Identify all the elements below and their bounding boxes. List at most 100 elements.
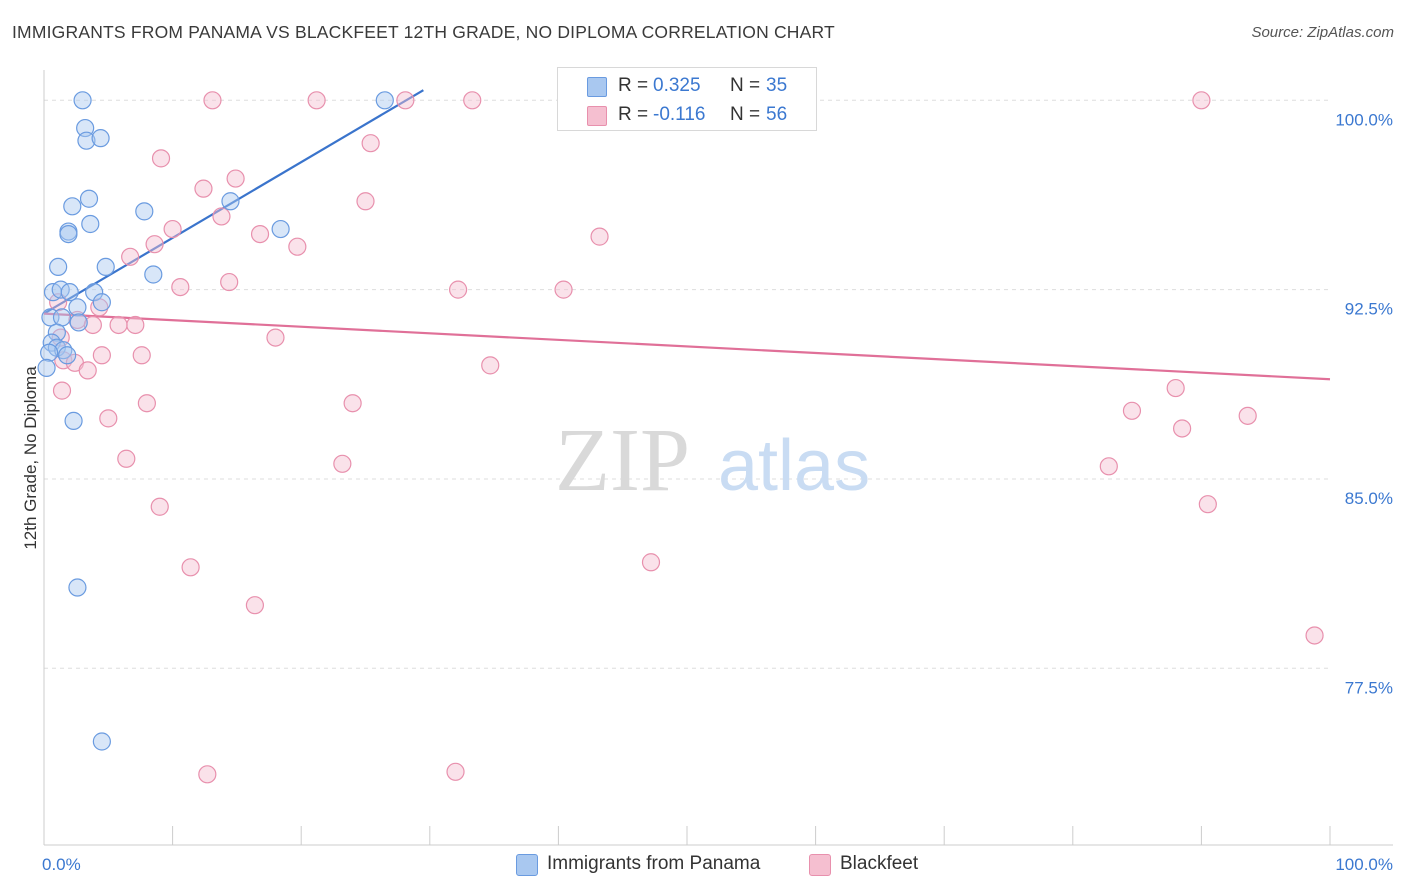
point-blackfeet bbox=[641, 553, 661, 572]
legend-r-value: 0.325 bbox=[653, 75, 701, 96]
legend-n-label: N = bbox=[730, 75, 761, 96]
legend-row-blackfeet: R = -0.116 N = 56 bbox=[558, 100, 816, 130]
legend-r-label: R = bbox=[618, 75, 649, 96]
legend-swatch-blackfeet bbox=[587, 106, 607, 126]
y-tick-label: 100.0% bbox=[1335, 110, 1393, 129]
point-blackfeet bbox=[307, 91, 326, 110]
point-panama bbox=[92, 732, 111, 751]
point-blackfeet bbox=[194, 179, 213, 198]
point-panama bbox=[271, 219, 290, 239]
legend-n-value: 56 bbox=[766, 104, 788, 125]
point-blackfeet bbox=[1099, 457, 1118, 476]
point-blackfeet bbox=[163, 219, 182, 239]
point-blackfeet bbox=[333, 454, 352, 473]
point-blackfeet bbox=[1173, 419, 1192, 438]
point-blackfeet bbox=[212, 207, 231, 226]
point-blackfeet bbox=[343, 394, 362, 413]
point-panama bbox=[69, 313, 88, 332]
trend-lines bbox=[43, 89, 1331, 381]
point-panama bbox=[47, 323, 66, 342]
point-blackfeet bbox=[250, 224, 270, 244]
point-blackfeet bbox=[245, 596, 265, 615]
y-tick-label: 85.0% bbox=[1345, 489, 1393, 508]
point-blackfeet bbox=[266, 328, 285, 347]
point-blackfeet bbox=[117, 449, 136, 468]
point-blackfeet bbox=[356, 192, 375, 211]
point-blackfeet bbox=[1198, 495, 1217, 514]
point-panama bbox=[58, 346, 77, 365]
point-blackfeet bbox=[1305, 626, 1324, 645]
point-blackfeet bbox=[121, 247, 140, 266]
legend-n-value: 35 bbox=[766, 75, 788, 96]
point-blackfeet bbox=[361, 134, 380, 153]
point-blackfeet bbox=[145, 235, 164, 254]
x-tick-label: 100.0% bbox=[1335, 855, 1393, 874]
point-blackfeet bbox=[109, 315, 128, 335]
point-panama bbox=[85, 283, 104, 302]
point-panama bbox=[77, 131, 96, 150]
series-legend: Immigrants from Panama Blackfeet bbox=[0, 852, 1406, 878]
point-panama bbox=[81, 214, 100, 234]
legend-r-value: -0.116 bbox=[653, 104, 706, 125]
point-panama bbox=[375, 91, 394, 110]
watermark-zip: ZIP bbox=[555, 411, 690, 510]
legend-r-label: R = bbox=[618, 104, 649, 125]
point-blackfeet bbox=[92, 346, 111, 365]
point-panama bbox=[221, 192, 240, 211]
point-panama bbox=[68, 578, 87, 597]
point-panama bbox=[135, 202, 154, 221]
point-panama bbox=[37, 358, 56, 377]
point-blackfeet bbox=[448, 280, 468, 299]
legend-swatch-panama bbox=[587, 77, 607, 97]
x-tick-label: 0.0% bbox=[42, 855, 81, 874]
point-blackfeet bbox=[203, 91, 222, 110]
y-axis-label: 12th Grade, No Diploma bbox=[21, 366, 40, 550]
point-blackfeet bbox=[220, 272, 239, 292]
series-label-panama: Immigrants from Panama bbox=[547, 853, 761, 874]
legend-n-label: N = bbox=[730, 104, 761, 125]
point-panama bbox=[59, 224, 78, 244]
point-panama bbox=[96, 257, 115, 277]
data-points bbox=[37, 91, 1324, 784]
point-panama bbox=[91, 129, 110, 148]
point-blackfeet bbox=[396, 91, 415, 110]
y-tick-label: 77.5% bbox=[1345, 678, 1393, 697]
point-blackfeet bbox=[481, 356, 500, 375]
point-panama bbox=[144, 265, 163, 284]
source-label: Source: ZipAtlas.com bbox=[1251, 24, 1394, 41]
point-blackfeet bbox=[78, 361, 97, 380]
point-blackfeet bbox=[137, 394, 156, 413]
point-blackfeet bbox=[181, 558, 200, 577]
point-panama bbox=[49, 257, 68, 277]
watermark: ZIP atlas bbox=[555, 411, 870, 510]
trend-line-blackfeet bbox=[43, 312, 1331, 381]
point-blackfeet bbox=[226, 169, 245, 188]
point-blackfeet bbox=[132, 346, 151, 365]
series-swatch-panama bbox=[516, 854, 538, 876]
series-swatch-blackfeet bbox=[809, 854, 831, 876]
point-blackfeet bbox=[126, 315, 145, 335]
point-blackfeet bbox=[1166, 378, 1185, 398]
point-blackfeet bbox=[171, 278, 190, 297]
point-blackfeet bbox=[150, 497, 169, 516]
point-blackfeet bbox=[52, 381, 72, 400]
legend-row-panama: R = 0.325 N = 35 bbox=[558, 71, 816, 101]
point-panama bbox=[68, 298, 87, 317]
point-blackfeet bbox=[151, 149, 171, 168]
point-blackfeet bbox=[83, 315, 102, 335]
point-blackfeet bbox=[198, 765, 217, 784]
point-blackfeet bbox=[554, 280, 573, 299]
point-blackfeet bbox=[288, 237, 307, 256]
chart-title: IMMIGRANTS FROM PANAMA VS BLACKFEET 12TH… bbox=[12, 22, 835, 42]
point-blackfeet bbox=[1192, 91, 1211, 110]
stats-legend: R = 0.325 N = 35 R = -0.116 N = 56 bbox=[557, 67, 817, 131]
series-label-blackfeet: Blackfeet bbox=[840, 853, 919, 874]
point-panama bbox=[79, 189, 99, 208]
point-panama bbox=[63, 197, 82, 216]
point-panama bbox=[52, 308, 72, 327]
point-blackfeet bbox=[1122, 401, 1142, 420]
point-blackfeet bbox=[446, 762, 465, 781]
point-blackfeet bbox=[590, 227, 609, 246]
point-panama bbox=[92, 293, 111, 312]
